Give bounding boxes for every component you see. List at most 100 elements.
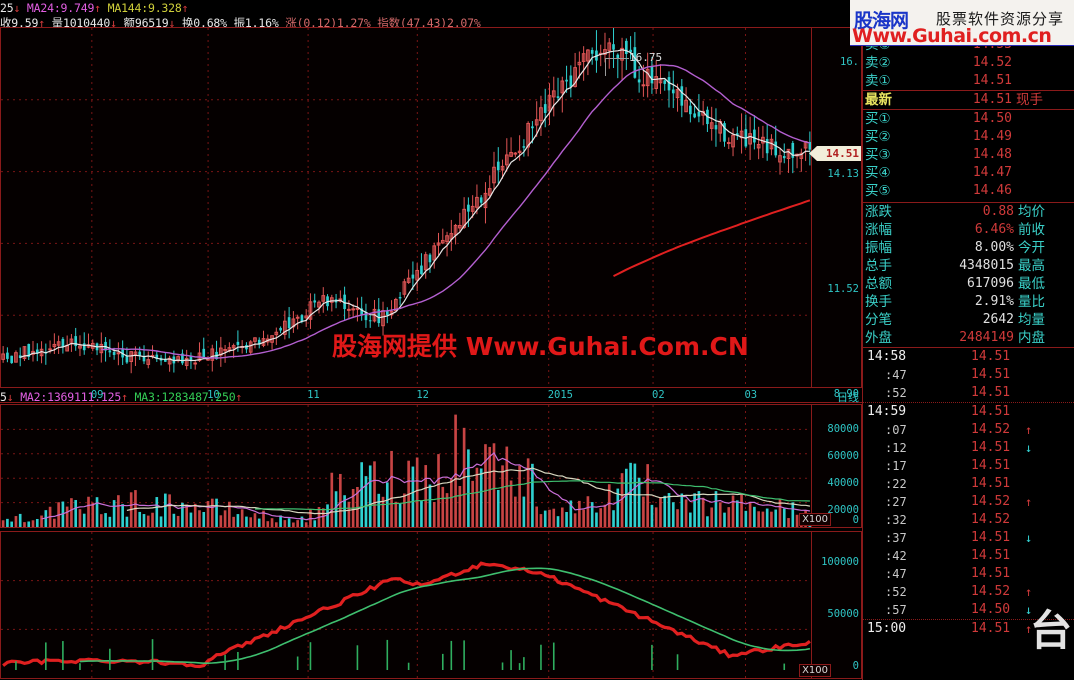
tick-up-arrow-icon: ↑ xyxy=(1025,423,1033,437)
tick-price: 14.51 xyxy=(971,404,1011,419)
statistic-label: 涨幅 xyxy=(865,222,892,238)
tick-price: 14.51 xyxy=(971,476,1011,491)
ma144-label: MA144: xyxy=(107,1,149,15)
tick-row[interactable]: :22 14.51 xyxy=(863,475,1074,493)
tick-row[interactable]: :32 14.52 xyxy=(863,511,1074,529)
vol-ma2-value: 1369111.125 xyxy=(47,390,122,404)
statistic-value: 617096 xyxy=(967,276,1014,291)
volume-chart-panel[interactable]: 80000 60000 40000 20000 X100 0 xyxy=(0,404,862,528)
tick-row[interactable]: 14:58 14.51 xyxy=(863,348,1074,366)
date-axis: 日线 09 10 11 12 2015 02 03 xyxy=(0,389,862,404)
tick-row[interactable]: :52 14.52 ↑ xyxy=(863,583,1074,601)
volume-unit-label: X100 xyxy=(799,513,831,526)
tick-down-arrow-icon: ↓ xyxy=(1025,441,1033,455)
statistic-row: 外盘 2484149 内盘 xyxy=(863,329,1074,347)
tick-price: 14.51 xyxy=(971,530,1011,545)
statistic-right-label: 量比 xyxy=(1018,294,1045,310)
watermark-corner: 台 xyxy=(1029,606,1072,655)
vol-ma3-label: MA3: xyxy=(134,390,162,404)
volume-header-row: 5↓ MA2:1369111.125↑ MA3:1283487.250↑ xyxy=(0,390,243,404)
axis-tick-label: 60000 xyxy=(827,450,859,462)
tick-price: 14.51 xyxy=(971,548,1011,563)
bid-price: 14.50 xyxy=(972,111,1012,126)
statistic-right-label: 均量 xyxy=(1018,312,1045,328)
tick-time: :22 xyxy=(885,477,907,491)
tick-time: :52 xyxy=(885,585,907,599)
ask-row[interactable]: 卖② 14.52 xyxy=(863,54,1074,72)
tick-row[interactable]: :47 14.51 xyxy=(863,565,1074,583)
bid-row[interactable]: 买① 14.50 xyxy=(863,110,1074,128)
price-plot-area[interactable] xyxy=(1,28,811,387)
tick-row[interactable]: :27 14.52 ↑ xyxy=(863,493,1074,511)
axis-tick-label: 14.13 xyxy=(827,168,859,180)
amplitude-value: 1.16% xyxy=(244,16,279,30)
tick-price: 14.50 xyxy=(971,602,1011,617)
bid-row[interactable]: 买③ 14.48 xyxy=(863,146,1074,164)
tick-price: 14.51 xyxy=(971,458,1011,473)
turnover-value: 0.68% xyxy=(193,16,227,30)
tick-row[interactable]: :42 14.51 xyxy=(863,547,1074,565)
tick-log-list[interactable]: 14:58 14.51:47 14.51:52 14.51 14:59 14.51:07 1… xyxy=(863,348,1074,638)
tick-row[interactable]: :47 14.51 xyxy=(863,366,1074,384)
tick-up-arrow-icon: ↑ xyxy=(1025,585,1033,599)
tick-row[interactable]: :17 14.51 xyxy=(863,457,1074,475)
statistic-value: 4348015 xyxy=(959,258,1014,273)
axis-tick-label: 100000 xyxy=(821,556,859,568)
bid-row[interactable]: 买② 14.49 xyxy=(863,128,1074,146)
axis-tick-label: 20000 xyxy=(827,504,859,516)
ma24-label: MA24: xyxy=(26,1,61,15)
volume-zero-label: 0 xyxy=(852,514,859,526)
statistic-label: 总手 xyxy=(865,258,892,274)
tick-row[interactable]: :07 14.52 ↑ xyxy=(863,421,1074,439)
statistic-row: 换手 2.91% 量比 xyxy=(863,293,1074,311)
index-value: (47.43)2.07% xyxy=(399,16,481,30)
price-partial: 25 xyxy=(0,1,14,15)
tick-time: :32 xyxy=(885,513,907,527)
tick-row[interactable]: :52 14.51 xyxy=(863,384,1074,402)
ask-label: 卖② xyxy=(865,55,891,71)
chart-column: 25↓ MA24:9.749↑ MA144:9.328↑ 收9.59↑ 量101… xyxy=(0,1,862,679)
tick-price: 14.52 xyxy=(971,422,1011,437)
indicator-plot-area[interactable] xyxy=(1,532,811,678)
statistic-right-label: 前收 xyxy=(1018,222,1045,238)
bid-list: 买① 14.50 买② 14.49 买③ 14.48 买④ 14.47 买⑤ 14.46 xyxy=(863,110,1074,200)
volume-plot-area[interactable] xyxy=(1,405,811,527)
price-axis: 16. 14.13 11.52 8.90 xyxy=(811,28,861,400)
amplitude-label: 振 xyxy=(233,16,246,30)
tick-row[interactable]: 14:59 14.51 xyxy=(863,403,1074,421)
stats-divider-bottom xyxy=(863,347,1074,348)
tick-time: :57 xyxy=(885,603,907,617)
change-value: (0.12)1.27% xyxy=(296,16,371,30)
bid-row[interactable]: 买④ 14.47 xyxy=(863,164,1074,182)
price-chart-panel[interactable]: 16. 14.13 11.52 8.90 14.51 16.75 xyxy=(0,27,862,400)
statistic-label: 外盘 xyxy=(865,330,892,346)
indicator-axis: 100000 50000 0 xyxy=(811,532,861,678)
ma24-value: 9.749 xyxy=(60,1,95,15)
ask-row[interactable]: 卖① 14.51 xyxy=(863,72,1074,90)
tick-row[interactable]: :37 14.51 ↓ xyxy=(863,529,1074,547)
axis-tick-label: 11.52 xyxy=(827,283,859,295)
statistic-label: 涨跌 xyxy=(865,204,892,220)
volume-bars-svg xyxy=(1,405,811,527)
bid-label: 买③ xyxy=(865,147,891,163)
bid-label: 买④ xyxy=(865,165,891,181)
bid-row[interactable]: 买⑤ 14.46 xyxy=(863,182,1074,200)
bid-price: 14.47 xyxy=(972,165,1012,180)
indicator-chart-panel[interactable]: 100000 50000 0 X100 xyxy=(0,531,862,679)
statistic-value: 8.00% xyxy=(974,240,1014,255)
axis-tick-label: 40000 xyxy=(827,477,859,489)
ma144-value: 9.328 xyxy=(147,1,182,15)
tick-separator xyxy=(863,619,1074,620)
tick-row[interactable]: :57 14.50 ↓ xyxy=(863,601,1074,619)
tick-row[interactable]: :12 14.51 ↓ xyxy=(863,439,1074,457)
axis-tick-label: 80000 xyxy=(827,423,859,435)
statistic-row: 涨幅 6.46% 前收 xyxy=(863,221,1074,239)
tick-row[interactable]: 15:00 14.51 ↑ xyxy=(863,620,1074,638)
watermark-url: Www.Guhai.com.cn xyxy=(852,25,1052,46)
vol-ma2-label: MA2: xyxy=(20,390,48,404)
turnover-label: 换 xyxy=(181,16,194,30)
axis-tick-label: 0 xyxy=(852,660,859,672)
vol-ma3-value: 1283487.250 xyxy=(161,390,236,404)
date-tick-label: 10 xyxy=(207,389,220,401)
statistic-value: 0.88 xyxy=(982,204,1014,219)
